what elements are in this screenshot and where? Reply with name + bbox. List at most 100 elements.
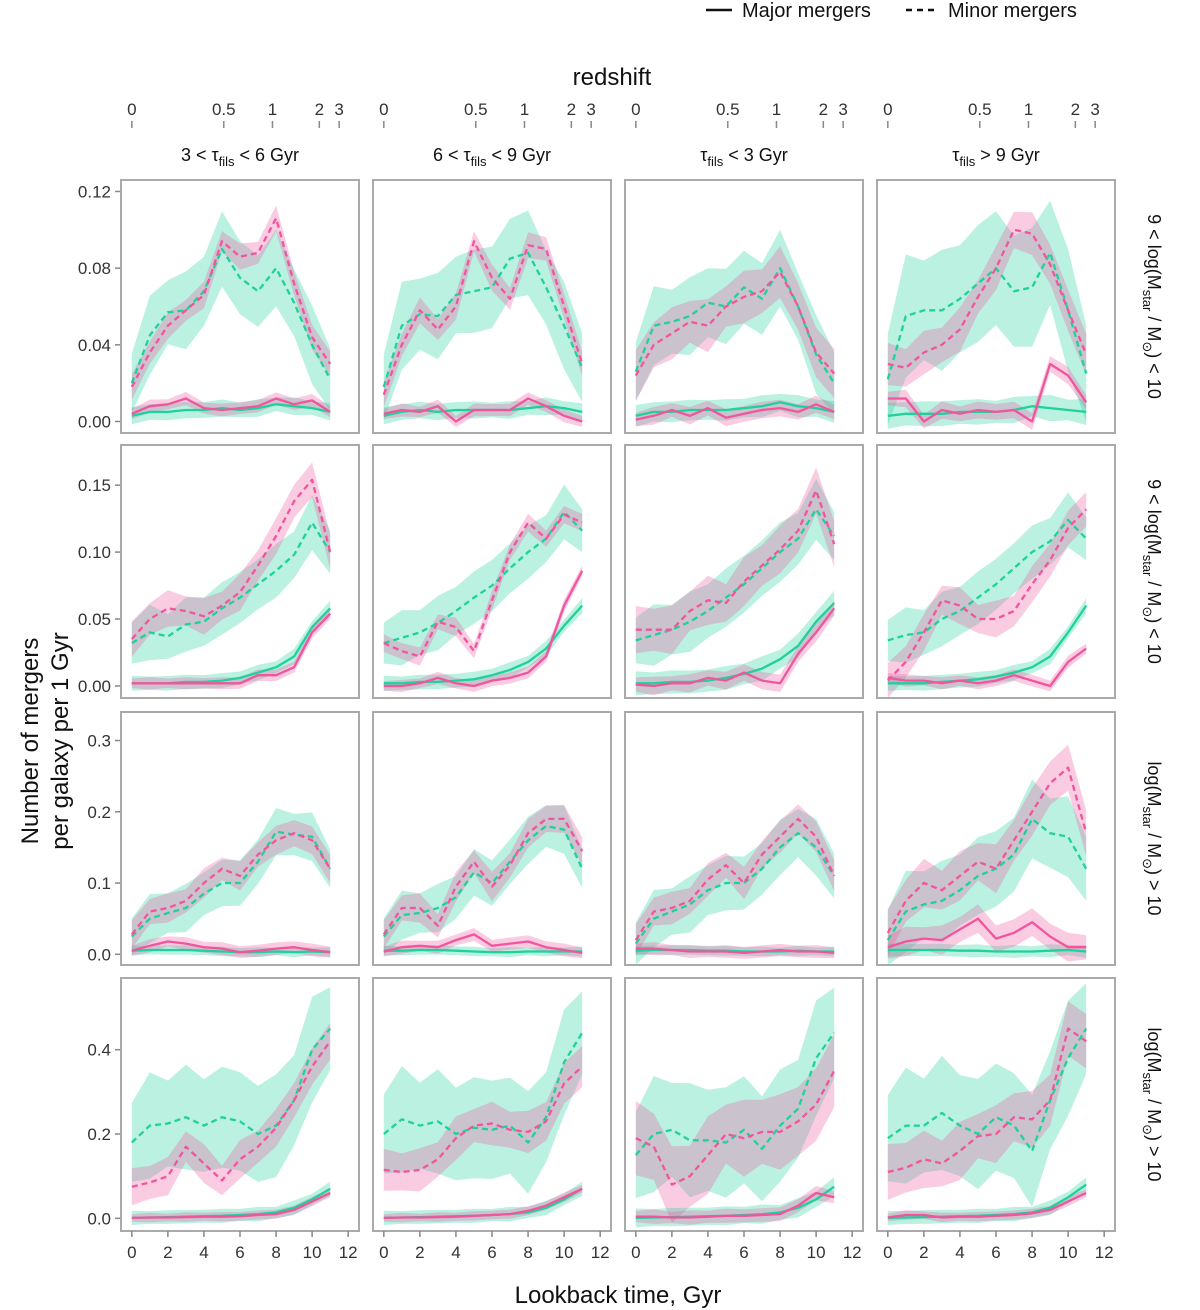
minor-pink-band [131,1023,331,1206]
panel-plot-area [634,229,836,427]
panel-frame [876,711,1116,966]
x-tick-label: 12 [843,1243,862,1262]
major-pink-band [635,600,835,696]
minor-green-line [383,1032,584,1144]
column-title: τfils > 9 Gyr [952,145,1040,169]
minor-green-band [887,200,1087,425]
mass-bin-mid: / M [1144,576,1164,606]
major-green-band [635,1177,835,1228]
y-tick-label: 0.12 [78,183,111,202]
minor-pink-band [887,1001,1087,1200]
panel-plot-area [634,804,836,965]
mass-bin-mid: / M [1144,1094,1164,1124]
column-title-symbol: τ [463,145,470,165]
minor-pink-band [383,231,583,408]
redshift-tick-label: 0.5 [716,100,740,119]
redshift-tick-label: 2 [315,100,324,119]
redshift-tick-label: 1 [520,100,529,119]
panel-r3-c3 [624,711,864,966]
mass-bin-suffix: ) > 10 [1144,869,1164,916]
minor-green-line [887,1027,1088,1153]
panel-r1-c3 [624,179,864,434]
minor-green-line [130,830,332,938]
panel-r4-c1: 0 2 4 6 8 10 12 [120,977,360,1262]
x-tick-label: 6 [991,1243,1000,1262]
redshift-tick-label: 0 [631,100,640,119]
panel-frame [120,444,360,699]
redshift-tick-label: 2 [567,100,576,119]
minor-pink-band [635,804,835,956]
y-tick-label: 0.08 [78,259,111,278]
y-tick-label: 0.2 [87,1125,111,1144]
column-title-subscript: fils [707,154,723,169]
panel-r3-c1 [120,711,360,966]
y-axis-row-2: 0.00 0.05 0.10 0.15 [78,476,121,696]
y-axis-row-4: 0.0 0.2 0.4 [87,1041,121,1228]
column-title-subscript: fils [219,154,235,169]
minor-pink-line [383,513,583,658]
x-tick-label: 2 [163,1243,172,1262]
x-tick-label: 2 [919,1243,928,1262]
y-tick-label: 0.0 [87,945,111,964]
x-tick-label: 10 [1059,1243,1078,1262]
panel-plot-area [886,744,1088,965]
minor-green-band [887,983,1087,1207]
row-mass-bin-label: 9 < log(Mstar / M⊙) < 10 [1140,214,1164,399]
minor-green-band [635,987,835,1202]
panel-r2-c2 [372,444,612,699]
column-title-suffix: > 9 Gyr [975,145,1040,165]
major-pink-line [383,570,584,688]
y-tick-label: 0.04 [78,336,111,355]
panel-plot-area [130,462,332,691]
y-tick-label: 0.4 [87,1041,111,1060]
x-tick-label: 6 [487,1243,496,1262]
major-pink-line [887,917,1087,949]
panel-r4-c4: 0 2 4 6 8 10 12 [876,977,1116,1262]
column-title-subscript: fils [959,154,975,169]
mass-bin-prefix: 9 < log(M [1144,214,1164,290]
panel-frame [876,179,1116,434]
minor-green-line [886,251,1088,380]
row-mass-bin-label: 9 < log(Mstar / M⊙) < 10 [1140,479,1164,664]
panel-r2-c3 [624,444,864,699]
mass-bin-mid: / M [1144,828,1164,858]
y-axis-row-1: 0.00 0.04 0.08 0.12 [78,183,121,432]
column-title-suffix: < 9 Gyr [487,145,552,165]
major-green-band [887,598,1087,691]
major-pink-line [887,647,1087,688]
minor-pink-line [130,478,332,640]
mass-bin-subscript-sun: ⊙ [1140,606,1155,617]
major-pink-line [383,933,583,955]
major-pink-line [131,612,332,685]
column-title: τfils < 3 Gyr [700,145,788,169]
major-green-band [383,1181,583,1225]
redshift-axis-title: redshift [573,64,652,91]
column-title-symbol: τ [700,145,707,165]
column-title-symbol: τ [211,145,218,165]
x-tick-label: 12 [591,1243,610,1262]
panel-r4-c3: 0 2 4 6 8 10 12 [624,977,864,1262]
minor-green-band [131,495,331,664]
panel-r4-c2: 0 2 4 6 8 10 12 [372,977,612,1262]
x-tick-label: 8 [271,1243,280,1262]
minor-pink-band [887,744,1087,957]
minor-green-band [383,991,583,1194]
minor-pink-band [635,246,835,401]
panel-frame [624,711,864,966]
mass-bin-subscript-star: star [1140,290,1155,312]
x-tick-label: 4 [451,1243,460,1262]
minor-pink-band [383,805,583,949]
x-tick-label: 0 [379,1243,388,1262]
y-axis-title: Number of mergers per galaxy per 1 Gyr [17,632,74,849]
column-title-prefix: 6 < [433,145,464,165]
minor-green-line [634,267,836,384]
y-tick-label: 0.15 [78,476,111,495]
panel-r2-c4 [876,444,1116,699]
mass-bin-mid: / M [1144,311,1164,341]
x-tick-label: 4 [955,1243,964,1262]
column-title-subscript: fils [471,154,487,169]
panel-frame [120,977,360,1232]
minor-pink-line [131,1040,332,1188]
mass-bin-subscript-sun: ⊙ [1140,1124,1155,1135]
